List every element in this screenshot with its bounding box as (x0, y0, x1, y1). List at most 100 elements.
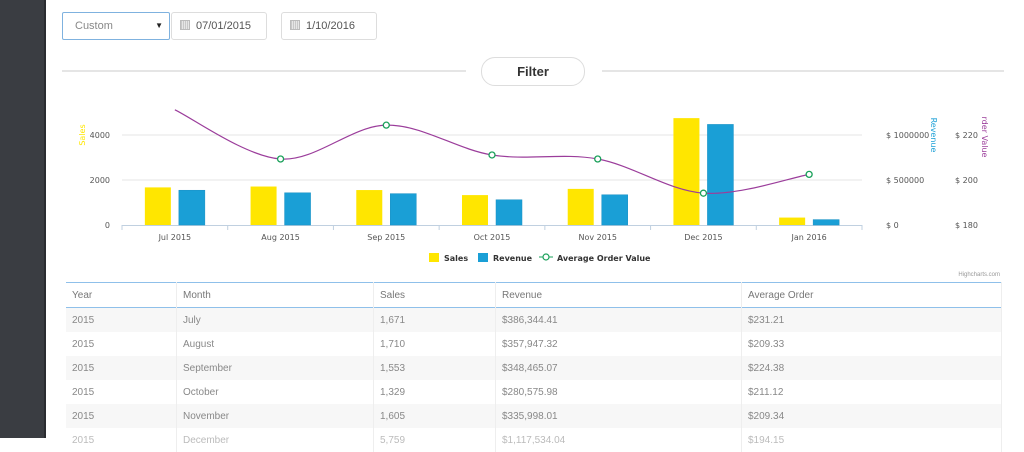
cell-sales: 1,671 (373, 307, 496, 332)
point-average-order-value[interactable] (382, 121, 390, 129)
x-tick-label: Jul 2015 (158, 233, 192, 242)
x-tick-label: Oct 2015 (474, 233, 511, 242)
bar-revenue[interactable] (812, 219, 840, 226)
y-tick-label-revenue: $ 500000 (886, 176, 924, 185)
cell-average-order: $224.38 (741, 356, 1002, 380)
cell-average-order: $194.15 (741, 428, 1002, 452)
legend-label-average-order-value: Average Order Value (557, 254, 651, 263)
cell-sales: 1,553 (373, 356, 496, 380)
end-date-input[interactable]: 1/10/2016 (281, 12, 377, 40)
bar-sales[interactable] (462, 195, 488, 225)
legend-label-sales: Sales (444, 254, 468, 263)
table-row: 2015 July 1,671 $386,344.41 $231.21 (66, 307, 1002, 332)
cell-year: 2015 (66, 307, 177, 332)
cell-revenue: $348,465.07 (495, 356, 742, 380)
table-row: 2015 December 5,759 $1,117,534.04 $194.15 (66, 428, 1002, 452)
date-range-select[interactable]: Custom ▼ (62, 12, 170, 40)
calendar-icon (180, 20, 190, 30)
bar-sales[interactable] (356, 190, 383, 225)
divider-right (602, 70, 1004, 72)
y-tick-label-sales: 2000 (90, 176, 110, 185)
cell-sales: 1,329 (373, 380, 496, 404)
cell-revenue: $335,998.01 (495, 404, 742, 428)
x-tick-label: Nov 2015 (578, 233, 617, 242)
x-tick-label: Sep 2015 (367, 233, 405, 242)
date-range-select-value: Custom (75, 20, 113, 32)
bar-revenue[interactable] (495, 199, 523, 226)
point-average-order-value[interactable] (488, 151, 496, 159)
bar-revenue[interactable] (178, 189, 206, 226)
cell-year: 2015 (66, 428, 177, 452)
cell-revenue: $386,344.41 (495, 307, 742, 332)
header-year[interactable]: Year (66, 282, 177, 308)
bar-sales[interactable] (673, 118, 700, 225)
y-tick-label-revenue: $ 1000000 (886, 131, 929, 140)
table-row: 2015 September 1,553 $348,465.07 $224.38 (66, 356, 1002, 380)
y-tick-label-avg-order: $ 200 (955, 176, 978, 185)
calendar-icon (290, 20, 300, 30)
cell-year: 2015 (66, 356, 177, 380)
y-tick-label-sales: 0 (105, 221, 110, 230)
table-row: 2015 November 1,605 $335,998.01 $209.34 (66, 404, 1002, 428)
x-tick-label: Dec 2015 (684, 233, 722, 242)
sales-table: Year Month Sales Revenue Average Order 2… (66, 282, 1002, 452)
bar-sales[interactable] (250, 186, 277, 225)
cell-year: 2015 (66, 380, 177, 404)
y-axis-title-sales: Sales (78, 124, 87, 145)
cell-year: 2015 (66, 332, 177, 356)
header-sales[interactable]: Sales (373, 282, 496, 308)
start-date-input[interactable]: 07/01/2015 (171, 12, 267, 40)
y-axis-title-avg-order: rder Value (980, 117, 989, 158)
cell-month: November (176, 404, 374, 428)
cell-month: August (176, 332, 374, 356)
bar-revenue[interactable] (390, 193, 417, 226)
cell-month: September (176, 356, 374, 380)
point-average-order-value[interactable] (699, 189, 708, 197)
cell-sales: 1,605 (373, 404, 496, 428)
cell-average-order: $209.34 (741, 404, 1002, 428)
highcharts-credits[interactable]: Highcharts.com (958, 272, 1000, 278)
divider-left (62, 70, 466, 72)
bar-sales[interactable] (567, 188, 594, 225)
point-average-order-value[interactable] (594, 155, 602, 163)
x-tick-label: Aug 2015 (261, 233, 300, 242)
cell-month: July (176, 307, 374, 332)
cell-year: 2015 (66, 404, 177, 428)
table-header-row: Year Month Sales Revenue Average Order (66, 282, 1002, 308)
header-average-order[interactable]: Average Order (741, 282, 1002, 308)
legend-swatch-revenue (478, 253, 488, 262)
filter-button[interactable]: Filter (481, 57, 585, 86)
start-date-value: 07/01/2015 (196, 20, 252, 32)
cell-revenue: $280,575.98 (495, 380, 742, 404)
header-revenue[interactable]: Revenue (495, 282, 742, 308)
bar-revenue[interactable] (284, 192, 311, 226)
bar-revenue[interactable] (601, 194, 628, 226)
bar-revenue[interactable] (707, 124, 734, 226)
legend-marker-average-order-value (542, 253, 550, 261)
cell-revenue: $1,117,534.04 (495, 428, 742, 452)
y-tick-label-avg-order: $ 220 (955, 131, 978, 140)
end-date-value: 1/10/2016 (306, 20, 355, 32)
y-tick-label-revenue: $ 0 (886, 221, 899, 230)
cell-average-order: $231.21 (741, 307, 1002, 332)
y-tick-label-avg-order: $ 180 (955, 221, 978, 230)
y-tick-label-sales: 4000 (90, 131, 110, 140)
point-average-order-value[interactable] (805, 170, 813, 179)
table-row: 2015 October 1,329 $280,575.98 $211.12 (66, 380, 1002, 404)
bar-sales[interactable] (779, 217, 806, 225)
cell-average-order: $211.12 (741, 380, 1002, 404)
point-average-order-value[interactable] (276, 155, 285, 163)
y-axis-title-revenue: Revenue (929, 118, 938, 153)
chevron-down-icon: ▼ (155, 21, 163, 30)
legend-label-revenue: Revenue (493, 254, 533, 263)
cell-sales: 5,759 (373, 428, 496, 452)
cell-month: October (176, 380, 374, 404)
legend-swatch-sales (429, 253, 439, 262)
sidebar (0, 0, 46, 438)
x-tick-label: Jan 2016 (791, 233, 827, 242)
header-month[interactable]: Month (176, 282, 374, 308)
cell-month: December (176, 428, 374, 452)
bar-sales[interactable] (144, 187, 171, 225)
cell-average-order: $209.33 (741, 332, 1002, 356)
